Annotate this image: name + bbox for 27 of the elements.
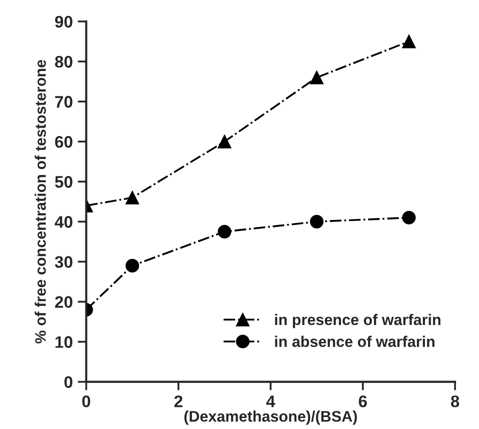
y-tick-label: 40	[54, 216, 72, 228]
y-tick-label: 50	[55, 176, 72, 188]
point	[310, 70, 324, 84]
y-tick-label: 70	[55, 96, 72, 108]
x-tick-label: 6	[358, 395, 367, 408]
y-tick-label: 60	[55, 136, 72, 148]
legend-label: in absence of warfarin	[275, 336, 434, 348]
y-tick-label: 80	[55, 56, 72, 68]
y-axis-title: % of free concentration of testosterone	[34, 60, 46, 344]
point	[126, 258, 140, 272]
y-tick-label: 10	[56, 336, 72, 348]
y-tick-label: 90	[55, 16, 72, 28]
y-tick-label: 30	[54, 256, 72, 268]
y-tick-label: 0	[64, 376, 72, 388]
point	[402, 34, 416, 48]
x-tick-label: 4	[266, 396, 276, 408]
point	[218, 224, 232, 238]
x-tick-label: 2	[174, 395, 182, 408]
point	[126, 190, 140, 204]
x-tick-label: 8	[450, 395, 460, 408]
point	[402, 210, 416, 224]
x-tick-label: 0	[82, 395, 90, 408]
legend-label: in presence of warfarin	[275, 314, 440, 328]
y-tick-label: 20	[55, 296, 72, 308]
point	[310, 214, 324, 228]
x-axis-title: (Dexamethasone)/(BSA)	[184, 410, 357, 425]
point	[218, 134, 232, 148]
